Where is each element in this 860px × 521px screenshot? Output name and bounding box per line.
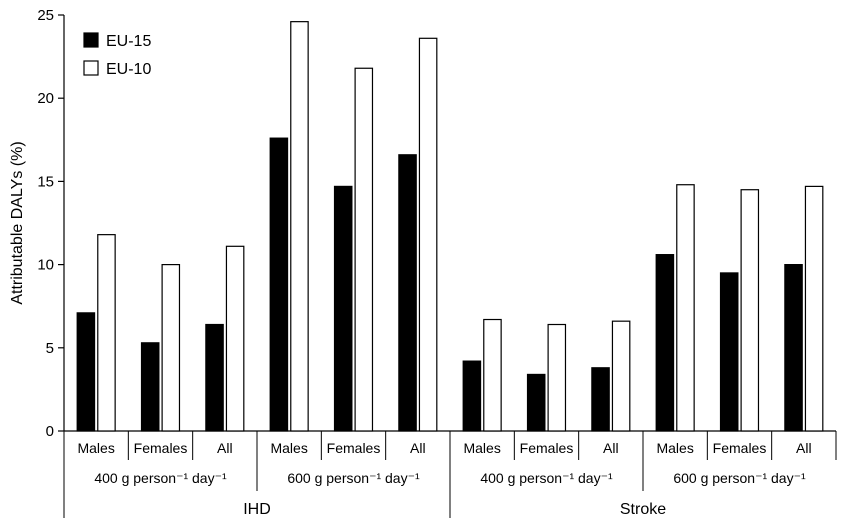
y-tick-label: 5: [46, 340, 54, 357]
y-tick-label: 15: [37, 173, 54, 190]
y-tick-label: 25: [37, 7, 54, 24]
intake-group-label: 600 g person⁻¹ day⁻¹: [673, 470, 806, 486]
intake-group-label: 400 g person⁻¹ day⁻¹: [94, 470, 227, 486]
bar-eu-15: [591, 367, 610, 432]
y-tick-label: 0: [46, 423, 54, 440]
y-tick-label: 20: [37, 90, 54, 107]
bar-eu-10: [97, 234, 116, 432]
bar-eu-10: [483, 318, 502, 432]
bar-eu-15: [398, 154, 417, 432]
legend-label: EU-10: [106, 61, 151, 78]
bar-eu-15: [76, 312, 96, 432]
bar-eu-15: [526, 373, 546, 432]
x-tick-label: All: [217, 440, 233, 456]
x-tick-label: Females: [520, 440, 574, 456]
intake-group-label: 400 g person⁻¹ day⁻¹: [480, 470, 613, 486]
x-tick-label: Females: [134, 440, 188, 456]
bar-eu-15: [784, 264, 803, 432]
x-tick-label: All: [410, 440, 426, 456]
bars: [76, 21, 824, 432]
outcome-group-label: Stroke: [620, 501, 666, 518]
bar-eu-15: [205, 323, 224, 432]
x-tick-label: Females: [327, 440, 381, 456]
bar-eu-15: [333, 185, 353, 432]
legend-label: EU-15: [106, 33, 151, 50]
bar-eu-10: [740, 189, 760, 432]
outcome-group-label: IHD: [243, 501, 271, 518]
bar-eu-15: [462, 360, 482, 432]
bar-eu-10: [418, 37, 438, 432]
legend-swatch: [83, 60, 99, 76]
bar-eu-15: [140, 342, 160, 432]
legend: EU-15 EU-10: [83, 32, 151, 78]
bar-eu-10: [354, 67, 374, 432]
x-tick-label: All: [796, 440, 812, 456]
bar-eu-10: [547, 323, 567, 432]
bar-eu-10: [161, 264, 181, 432]
x-tick-label: Males: [463, 440, 500, 456]
x-tick-label: Males: [656, 440, 693, 456]
bar-eu-15: [655, 254, 675, 432]
bar-eu-10: [611, 320, 631, 432]
bar-eu-15: [269, 137, 289, 432]
x-tick-label: Males: [270, 440, 307, 456]
bar-eu-10: [290, 21, 309, 432]
legend-swatch: [83, 32, 99, 48]
intake-group-label: 600 g person⁻¹ day⁻¹: [287, 470, 420, 486]
x-axis-labels: Males Females All Males Females All Males Femal…: [63, 431, 837, 518]
x-tick-label: All: [603, 440, 619, 456]
x-tick-label: Males: [77, 440, 114, 456]
bar-eu-10: [804, 185, 824, 432]
y-axis-label: Attributable DALYs (%): [9, 141, 26, 304]
bar-eu-10: [225, 245, 245, 432]
bar-eu-15: [719, 272, 739, 432]
bar-eu-10: [676, 184, 695, 432]
x-tick-label: Females: [713, 440, 767, 456]
y-tick-label: 10: [37, 257, 54, 274]
